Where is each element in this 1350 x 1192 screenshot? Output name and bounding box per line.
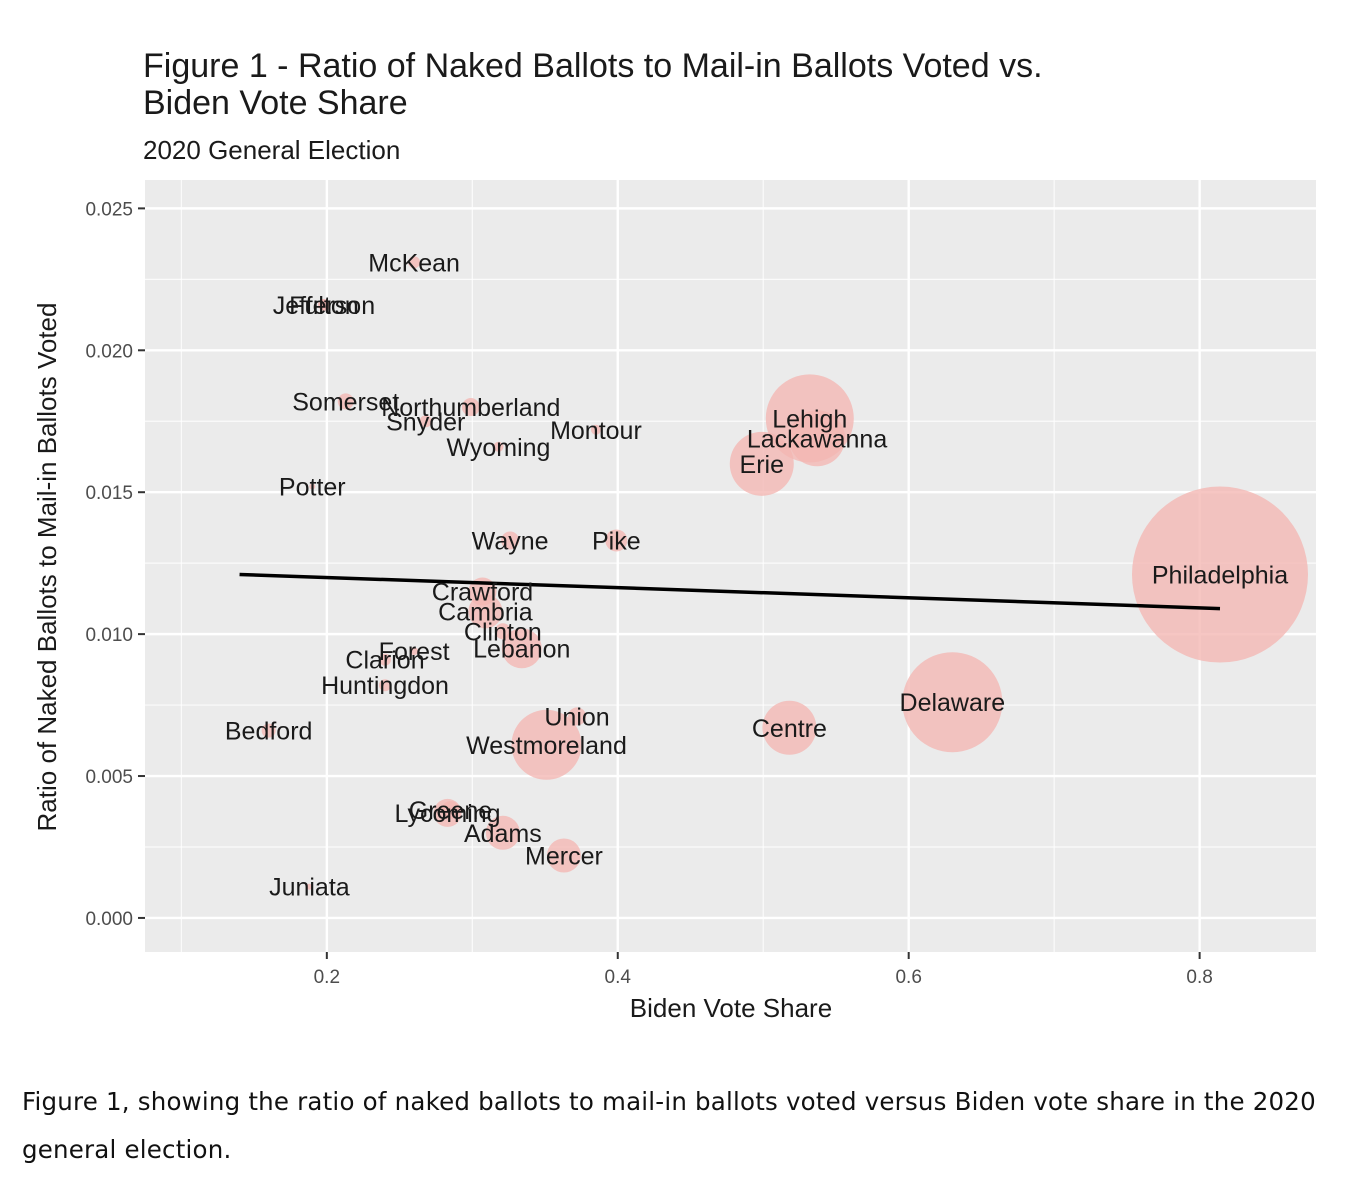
point-label: Cambria [438, 598, 533, 626]
data-point [410, 647, 419, 656]
point-label: Clinton [464, 618, 542, 646]
data-point [306, 883, 313, 890]
x-tick-label: 0.6 [895, 967, 921, 988]
data-point [590, 424, 601, 435]
data-point [441, 801, 460, 820]
point-label: Mercer [525, 843, 603, 871]
point-label: Lycoming [395, 800, 501, 828]
point-label: Huntingdon [321, 672, 449, 700]
x-axis: 0.2 0.4 0.6 0.8 [314, 952, 1213, 988]
point-label: Crawford [432, 579, 533, 607]
point-label: Lackawanna [747, 425, 887, 453]
x-axis-title: Biden Vote Share [630, 993, 832, 1023]
point-label: Snyder [386, 408, 465, 436]
point-label: Lebanon [473, 635, 570, 663]
y-tick-label: 0.000 [85, 909, 133, 930]
data-point [605, 529, 628, 552]
figure-chart: Figure 1 - Ratio of Naked Ballots to Mai… [32, 47, 1316, 1023]
point-label: Potter [279, 474, 346, 502]
data-point [789, 410, 846, 467]
x-tick-label: 0.8 [1186, 967, 1212, 988]
y-axis-title: Ratio of Naked Ballots to Mail-in Ballot… [32, 303, 62, 832]
data-point [408, 256, 421, 269]
data-point [379, 679, 392, 692]
x-tick-label: 0.4 [605, 967, 632, 988]
bubble-layer [261, 256, 1308, 890]
data-point [337, 393, 354, 410]
data-point [501, 628, 542, 669]
point-label: Jefferson [273, 292, 375, 320]
point-label: Erie [740, 451, 784, 479]
data-point [501, 531, 520, 550]
data-point [318, 299, 329, 310]
point-label: Clarion [345, 647, 424, 675]
data-point [419, 415, 432, 428]
point-label: Westmoreland [466, 732, 627, 760]
point-label: Fulton [289, 292, 358, 320]
grid-major [145, 180, 1316, 952]
point-label: Forest [379, 638, 450, 666]
data-point [762, 700, 817, 755]
data-point [1131, 486, 1308, 663]
data-point [461, 398, 480, 417]
y-tick-label: 0.020 [85, 341, 133, 362]
trend-layer [239, 572, 1221, 611]
data-point [902, 652, 1003, 753]
y-tick-label: 0.005 [85, 767, 133, 788]
trend-line [239, 572, 1221, 611]
point-label: Bedford [225, 718, 313, 746]
data-point [485, 815, 520, 850]
data-point [729, 431, 794, 496]
point-label: Lehigh [772, 405, 847, 433]
point-label: Adams [464, 820, 542, 848]
data-point [261, 723, 276, 738]
x-tick-label: 0.2 [314, 967, 340, 988]
point-label: Union [544, 703, 609, 731]
plot-panel [145, 180, 1316, 952]
point-label: Delaware [900, 689, 1006, 717]
y-tick-label: 0.015 [85, 483, 133, 504]
point-label: Northumberland [381, 394, 560, 422]
chart-title-line-1: Figure 1 - Ratio of Naked Ballots to Mai… [143, 47, 1043, 85]
data-point [309, 483, 316, 490]
point-label: Centre [752, 715, 827, 743]
point-label: Somerset [292, 388, 399, 416]
point-label: Philadelphia [1152, 562, 1288, 590]
data-point [494, 623, 511, 640]
data-point [511, 709, 582, 780]
chart-subtitle: 2020 General Election [143, 135, 400, 165]
y-tick-label: 0.025 [85, 199, 133, 220]
point-label: Pike [592, 527, 641, 555]
point-label: Wyoming [446, 434, 550, 462]
point-label: Juniata [269, 874, 350, 902]
y-tick-label: 0.010 [85, 625, 133, 646]
point-label: Greene [409, 797, 492, 825]
data-point [493, 441, 504, 452]
y-axis: 0.000 0.005 0.010 0.015 0.020 0.025 [85, 199, 145, 930]
point-label: Wayne [472, 527, 549, 555]
chart-title-line-2: Biden Vote Share [143, 84, 408, 122]
data-point [568, 707, 587, 726]
point-label: McKean [368, 249, 460, 277]
grid-minor [145, 180, 1316, 952]
figure-caption: Figure 1, showing the ratio of naked bal… [22, 1087, 1316, 1164]
point-label: Montour [550, 417, 642, 445]
data-point [546, 838, 581, 873]
data-point [379, 653, 392, 666]
